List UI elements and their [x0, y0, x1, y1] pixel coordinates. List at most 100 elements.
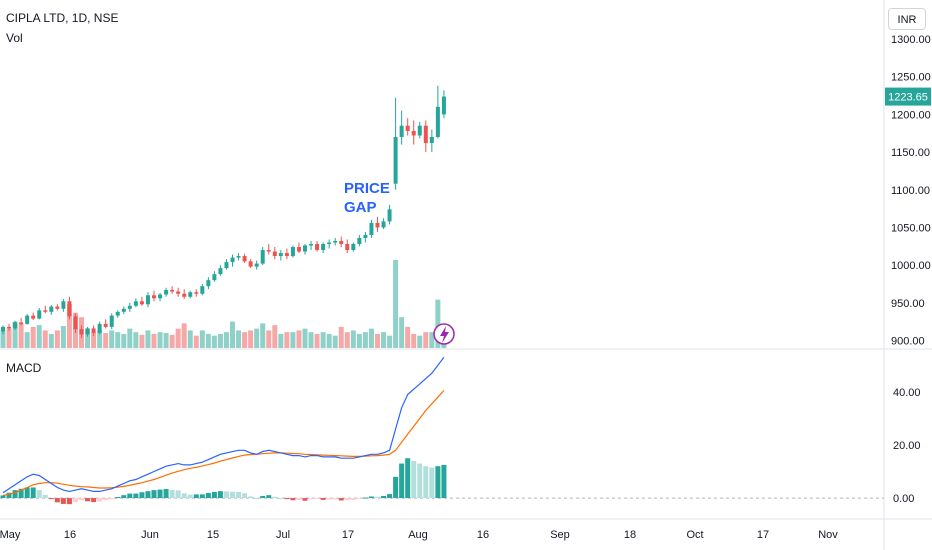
volume-bar — [133, 332, 139, 348]
candle-body[interactable] — [429, 137, 434, 144]
macd-histogram-bar — [121, 495, 127, 499]
candle-body[interactable] — [296, 247, 301, 252]
candle-body[interactable] — [309, 244, 314, 246]
candle-body[interactable] — [200, 286, 205, 294]
candle-body[interactable] — [417, 125, 422, 136]
candle-body[interactable] — [375, 222, 380, 228]
candle-body[interactable] — [405, 125, 410, 131]
candle-body[interactable] — [248, 261, 253, 267]
candle-body[interactable] — [399, 125, 404, 138]
candle-body[interactable] — [272, 251, 277, 257]
candle-body[interactable] — [97, 323, 102, 333]
time-tick-label: 15 — [207, 529, 219, 541]
candle-body[interactable] — [145, 295, 150, 305]
candle-body[interactable] — [411, 130, 416, 136]
time-tick-label: Oct — [686, 529, 703, 541]
candle-body[interactable] — [91, 328, 96, 333]
candle-body[interactable] — [37, 310, 42, 319]
macd-histogram-bar — [18, 488, 24, 499]
macd-histogram-bar — [91, 498, 97, 503]
macd-histogram-bar — [344, 498, 350, 501]
candle-body[interactable] — [369, 222, 374, 235]
candle-body[interactable] — [206, 280, 211, 287]
macd-histogram-bar — [308, 498, 314, 500]
candle-body[interactable] — [152, 295, 156, 299]
candle-body[interactable] — [43, 310, 48, 312]
candle-body[interactable] — [7, 326, 12, 329]
candle-body[interactable] — [61, 301, 66, 309]
time-tick-label: 17 — [342, 529, 354, 541]
lightning-icon-glyph — [440, 326, 449, 343]
macd-histogram-bar — [163, 489, 169, 499]
candle-body[interactable] — [266, 250, 271, 252]
volume-bar — [205, 333, 211, 348]
candle-body[interactable] — [103, 323, 108, 327]
candle-body[interactable] — [158, 294, 163, 299]
candle-body[interactable] — [236, 256, 241, 258]
candle-body[interactable] — [79, 329, 84, 335]
volume-bar — [85, 328, 91, 348]
candle-body[interactable] — [218, 268, 223, 275]
candle-body[interactable] — [278, 253, 283, 257]
candle-body[interactable] — [85, 328, 90, 335]
candle-body[interactable] — [55, 306, 60, 309]
volume-bar — [145, 330, 151, 348]
candle-body[interactable] — [121, 308, 126, 312]
candle-body[interactable] — [242, 256, 247, 262]
candle-body[interactable] — [170, 289, 175, 292]
candle-body[interactable] — [176, 291, 181, 294]
candle-body[interactable] — [284, 253, 289, 257]
candle-body[interactable] — [230, 257, 235, 263]
candle-body[interactable] — [423, 125, 428, 144]
candle-body[interactable] — [115, 311, 120, 316]
candle-body[interactable] — [315, 244, 320, 251]
candle-body[interactable] — [393, 137, 398, 184]
candle-body[interactable] — [194, 292, 199, 294]
candle-body[interactable] — [303, 245, 307, 252]
candle-body[interactable] — [212, 274, 217, 281]
candle-body[interactable] — [13, 322, 18, 329]
candle-body[interactable] — [327, 242, 332, 245]
candle-body[interactable] — [339, 240, 344, 245]
volume-bar — [223, 332, 229, 348]
candle-body[interactable] — [441, 96, 446, 115]
candle-body[interactable] — [109, 315, 114, 327]
macd-histogram-bar — [24, 487, 30, 499]
volume-bar — [423, 332, 429, 348]
candle-body[interactable] — [333, 240, 338, 243]
candle-body[interactable] — [67, 301, 72, 317]
candle-body[interactable] — [139, 301, 144, 305]
macd-histogram-bar — [151, 490, 157, 499]
candle-body[interactable] — [260, 250, 265, 264]
candle-body[interactable] — [164, 289, 169, 295]
candle-body[interactable] — [254, 263, 259, 267]
candle-body[interactable] — [321, 244, 326, 251]
candle-body[interactable] — [435, 106, 440, 138]
candle-body[interactable] — [25, 315, 30, 324]
candle-body[interactable] — [290, 247, 295, 257]
macd-histogram-bar — [54, 498, 60, 503]
macd-histogram-bar — [350, 498, 356, 500]
volume-bar — [296, 330, 302, 348]
candle-body[interactable] — [73, 316, 78, 330]
candle-body[interactable] — [381, 221, 386, 228]
currency-button[interactable]: INR — [888, 8, 926, 30]
candle-body[interactable] — [357, 237, 362, 245]
candle-body[interactable] — [351, 244, 356, 251]
candle-body[interactable] — [127, 305, 132, 309]
candle-body[interactable] — [345, 244, 350, 251]
candle-body[interactable] — [31, 315, 36, 319]
candle-body[interactable] — [1, 326, 5, 332]
candle-body[interactable] — [224, 262, 229, 269]
candle-body[interactable] — [387, 209, 392, 222]
price-tick-label: 1000.00 — [891, 260, 931, 272]
candle-body[interactable] — [49, 306, 54, 312]
candle-body[interactable] — [188, 292, 193, 297]
candle-body[interactable] — [19, 322, 24, 324]
macd-histogram-bar — [169, 489, 175, 499]
candle-body[interactable] — [182, 293, 187, 297]
candle-body[interactable] — [133, 301, 138, 306]
candle-body[interactable] — [363, 234, 368, 238]
volume-bar — [175, 328, 181, 348]
